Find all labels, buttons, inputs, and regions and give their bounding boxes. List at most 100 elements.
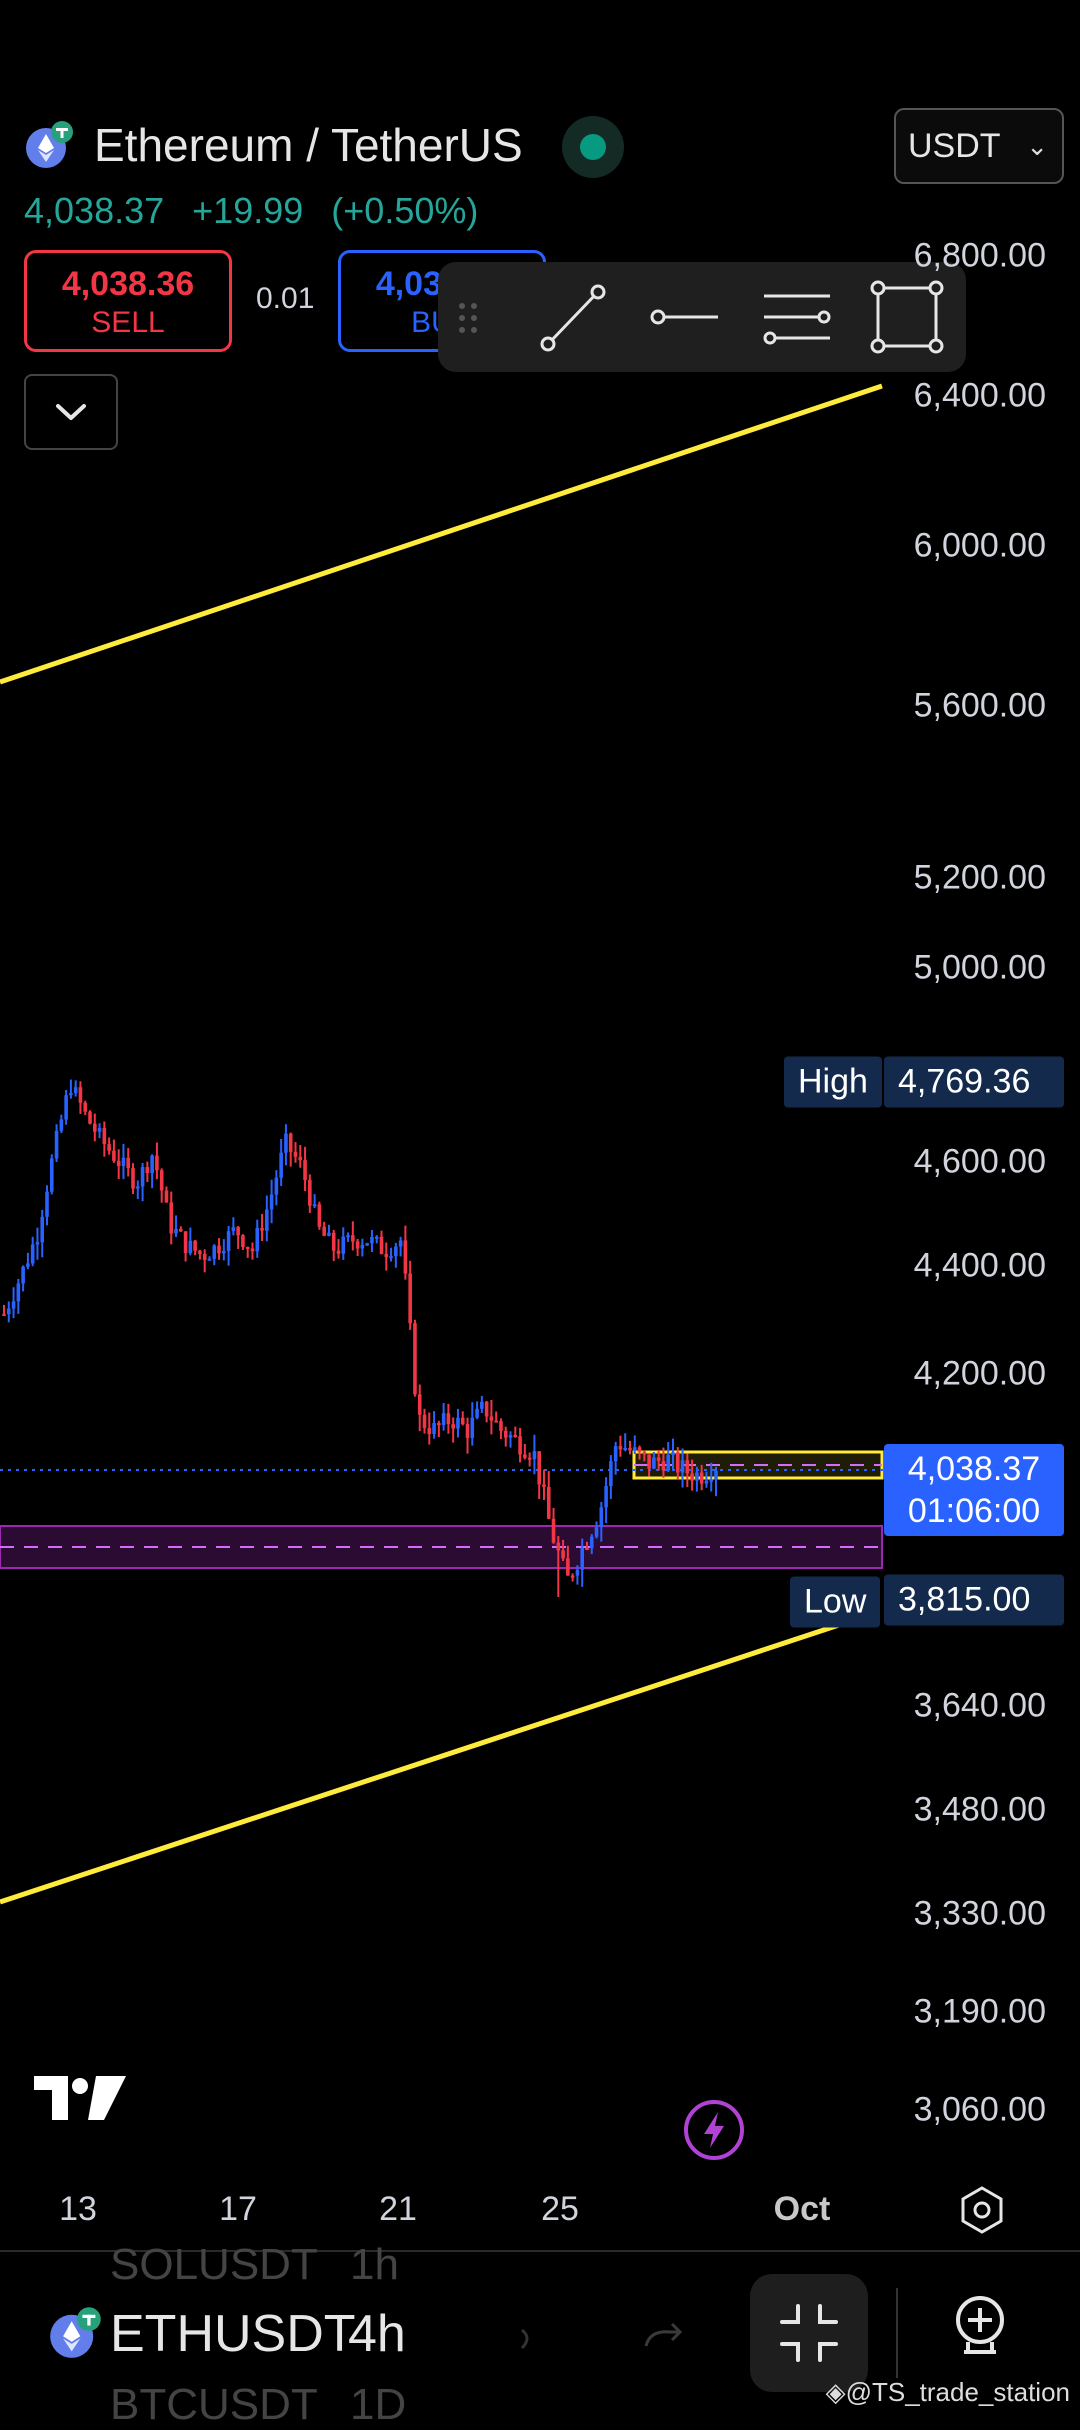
channel-lower-line[interactable]	[0, 1619, 849, 1905]
candle-up	[26, 1263, 30, 1267]
candle-down	[336, 1250, 341, 1254]
candle-up	[16, 1283, 21, 1302]
bottom-toolbar: SOLUSDT 1h ETHUSDT 4h BTCUSDT 1D	[0, 2240, 1080, 2429]
price-tick: 3,330.00	[913, 1894, 1046, 1933]
tradingview-logo[interactable]	[34, 2076, 130, 2126]
next-interval[interactable]: 1D	[350, 2380, 407, 2429]
candle-down	[88, 1111, 92, 1124]
time-tick: Oct	[773, 2190, 831, 2228]
current-price-tag: 4,038.37 01:06:00	[884, 1444, 1064, 1536]
candle-up	[341, 1236, 346, 1254]
candle-down	[303, 1160, 307, 1181]
candle-up	[40, 1216, 45, 1243]
chart-overlays	[0, 383, 884, 1905]
currency-selector[interactable]: USDT ⌄	[894, 108, 1064, 184]
candle-down	[308, 1180, 312, 1206]
candle-up	[265, 1209, 269, 1231]
candle-down	[503, 1430, 508, 1438]
prev-interval[interactable]: 1h	[350, 2240, 399, 2289]
market-open-indicator[interactable]	[562, 116, 624, 178]
candle-up	[69, 1093, 73, 1096]
drag-handle-icon[interactable]	[438, 274, 498, 360]
candle-down	[499, 1421, 503, 1431]
candle-down	[417, 1394, 422, 1415]
candle-down	[585, 1548, 589, 1551]
undo-icon[interactable]	[508, 2318, 548, 2358]
candle-up	[49, 1158, 54, 1192]
prev-symbol[interactable]: SOLUSDT	[110, 2240, 318, 2289]
horizontal-ray-icon[interactable]	[642, 274, 728, 360]
redo-icon[interactable]	[640, 2318, 688, 2358]
add-alert-icon[interactable]	[950, 2292, 1010, 2364]
candle-down	[427, 1428, 432, 1435]
candle-down	[169, 1202, 174, 1234]
price-change: +19.99	[192, 190, 304, 231]
price-tick: 3,060.00	[913, 2090, 1046, 2129]
candle-down	[355, 1241, 360, 1249]
candle-down	[690, 1473, 694, 1481]
candle-up	[470, 1417, 475, 1438]
candle-down	[618, 1446, 623, 1450]
candle-up	[456, 1417, 460, 1429]
lightning-icon[interactable]	[682, 2098, 746, 2162]
candle-up	[589, 1536, 594, 1549]
candle-up	[609, 1461, 613, 1487]
candle-down	[179, 1228, 183, 1232]
interval-selector[interactable]: 4h	[348, 2305, 406, 2363]
expand-panel-button[interactable]	[24, 374, 118, 450]
price-tick: 4,600.00	[913, 1142, 1046, 1181]
candle-up	[45, 1191, 49, 1217]
settings-icon[interactable]	[956, 2184, 1008, 2236]
candle-down	[102, 1127, 107, 1145]
candle-down	[202, 1253, 207, 1260]
candle-up	[212, 1245, 217, 1259]
candle-down	[351, 1235, 355, 1242]
candle-down	[437, 1422, 441, 1425]
collapse-fullscreen-button[interactable]	[750, 2274, 868, 2392]
candle-up	[269, 1194, 274, 1210]
candle-up	[360, 1244, 365, 1249]
candle-up	[284, 1133, 288, 1153]
candle-down	[484, 1401, 489, 1417]
parallel-channel-icon[interactable]	[754, 274, 840, 360]
candle-down	[217, 1245, 221, 1254]
candle-down	[675, 1452, 680, 1473]
candle-down	[403, 1240, 408, 1274]
time-tick: 13	[59, 2190, 97, 2228]
candle-up	[150, 1155, 154, 1174]
candle-down	[518, 1436, 522, 1455]
next-symbol[interactable]: BTCUSDT	[110, 2380, 318, 2429]
candle-down	[408, 1273, 412, 1324]
candle-up	[73, 1087, 78, 1094]
candle-up	[714, 1471, 718, 1480]
candle-down	[145, 1167, 150, 1174]
candle-up	[255, 1227, 260, 1252]
candle-up	[389, 1256, 393, 1259]
candle-down	[159, 1170, 164, 1191]
candle-down	[78, 1087, 83, 1103]
candle-down	[451, 1424, 455, 1429]
channel-upper-line[interactable]	[0, 383, 883, 685]
price-tick: 4,400.00	[913, 1246, 1046, 1285]
candle-up	[652, 1457, 656, 1469]
sell-button[interactable]: 4,038.36 SELL	[24, 250, 232, 352]
candle-down	[384, 1253, 389, 1258]
trend-line-icon[interactable]	[530, 274, 616, 360]
candle-up	[695, 1472, 699, 1481]
candle-down	[260, 1227, 264, 1231]
candle-up	[21, 1266, 25, 1284]
candle-down	[116, 1160, 121, 1166]
ethereum-icon	[26, 121, 73, 168]
current-price-value: 4,038.37	[907, 1450, 1041, 1488]
candle-up	[599, 1507, 604, 1528]
symbol-selector[interactable]: ETHUSDT	[110, 2305, 356, 2363]
candle-down	[293, 1151, 298, 1157]
price-tick: 3,480.00	[913, 1790, 1046, 1829]
candle-up	[11, 1301, 16, 1309]
rectangle-icon[interactable]	[864, 274, 950, 360]
price-tick: 5,000.00	[913, 948, 1046, 987]
candle-down	[183, 1231, 188, 1254]
candle-down	[685, 1460, 690, 1474]
symbol-title[interactable]: Ethereum / TetherUS	[94, 119, 523, 171]
